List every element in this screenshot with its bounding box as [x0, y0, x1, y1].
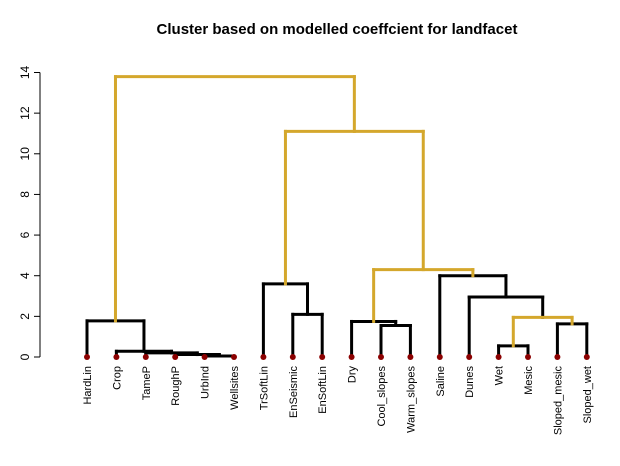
leaf-label: UrbInd [200, 366, 212, 399]
leaf-point [319, 354, 326, 360]
y-tick-label: 0 [18, 353, 32, 360]
branch-m10 [511, 315, 574, 348]
branch-m16 [283, 129, 425, 286]
leaf-label: Saline [435, 366, 447, 397]
leaf-label: HardLin [82, 366, 94, 405]
leaf-point [378, 354, 384, 360]
leaf-point [142, 354, 149, 360]
y-tick-label: 4 [18, 272, 32, 279]
leaf-point [466, 354, 473, 360]
branch-m11 [291, 312, 324, 359]
leaf-label: TrSoftLin [258, 366, 270, 410]
branch-m3 [497, 344, 530, 359]
leaf-point [231, 354, 237, 360]
leaf-points [84, 354, 590, 360]
leaf-label: Crop [111, 366, 123, 390]
leaf-point [554, 354, 561, 360]
y-tick-label: 6 [18, 231, 32, 238]
branch-m7 [555, 322, 589, 359]
leaf-point [525, 354, 531, 360]
branch-m14 [438, 274, 508, 359]
leaf-point [172, 354, 179, 360]
leaf-label: Sloped_wet [582, 366, 594, 424]
y-tick-label: 10 [18, 147, 32, 161]
leaf-label: Wet [494, 366, 506, 385]
leaf-label: Dry [347, 366, 359, 384]
leaf-point [201, 354, 208, 360]
leaf-point [289, 354, 296, 360]
leaf-point [113, 354, 120, 360]
y-tick-label: 2 [18, 313, 32, 320]
dendrogram-branches [85, 75, 589, 359]
leaf-point [348, 354, 355, 360]
y-tick-label: 8 [18, 191, 32, 198]
leaf-label: Mesic [523, 366, 535, 395]
leaf-label: Dunes [464, 366, 476, 398]
branch-m12 [467, 295, 545, 359]
leaf-label: EnSoftLin [317, 366, 329, 414]
leaf-label: TameP [141, 366, 153, 400]
leaf-label: Sloped_mesic [552, 366, 564, 436]
leaf-label: Wellsites [229, 366, 241, 410]
leaf-label: RoughP [170, 366, 182, 406]
leaf-point [583, 354, 590, 360]
branch-m6 [379, 324, 412, 359]
leaf-labels: HardLin Crop TameP RoughP UrbInd Wellsites TrS… [82, 366, 594, 436]
y-tick-label: 14 [18, 66, 32, 80]
leaf-label: Cool_slopes [376, 366, 388, 427]
y-tick-label: 12 [18, 106, 32, 120]
leaf-point [260, 354, 267, 360]
leaf-label: EnSeismic [288, 366, 300, 418]
leaf-point [84, 354, 90, 360]
chart-title: Cluster based on modelled coeffcient for… [157, 21, 518, 38]
leaf-point [495, 354, 502, 360]
branch-m17 [113, 75, 356, 323]
leaf-point [436, 354, 443, 360]
leaf-point [407, 354, 414, 360]
y-axis: 0 2 4 6 8 10 12 14 [18, 66, 41, 360]
branch-m15 [372, 268, 475, 323]
branch-m13 [261, 282, 309, 359]
leaf-label: Warm_slopes [405, 366, 417, 433]
